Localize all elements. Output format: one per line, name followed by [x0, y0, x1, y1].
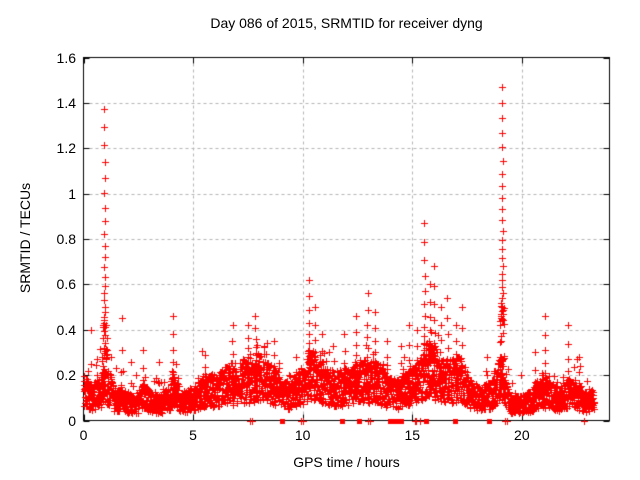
y-tick-label: 1.4	[56, 94, 76, 111]
x-tick-label: 5	[189, 427, 197, 443]
y-tick-label: 0.4	[56, 321, 76, 338]
x-tick-label: 15	[404, 427, 421, 443]
x-tick-label: 10	[294, 427, 311, 443]
x-axis-title: GPS time / hours	[293, 454, 400, 470]
y-tick-label: 1.2	[56, 140, 76, 157]
y-tick-label: 1	[68, 185, 76, 202]
x-tick-label: 0	[79, 427, 88, 443]
x-tick-label: 20	[514, 427, 530, 443]
chart-title: Day 086 of 2015, SRMTID for receiver dyn…	[210, 15, 483, 31]
y-tick-label: 0.6	[56, 276, 76, 293]
y-tick-label: 0.2	[56, 367, 76, 384]
y-tick-label: 0.8	[56, 231, 76, 247]
y-tick-label: 1.6	[56, 49, 76, 66]
y-tick-label: 0	[68, 412, 76, 429]
